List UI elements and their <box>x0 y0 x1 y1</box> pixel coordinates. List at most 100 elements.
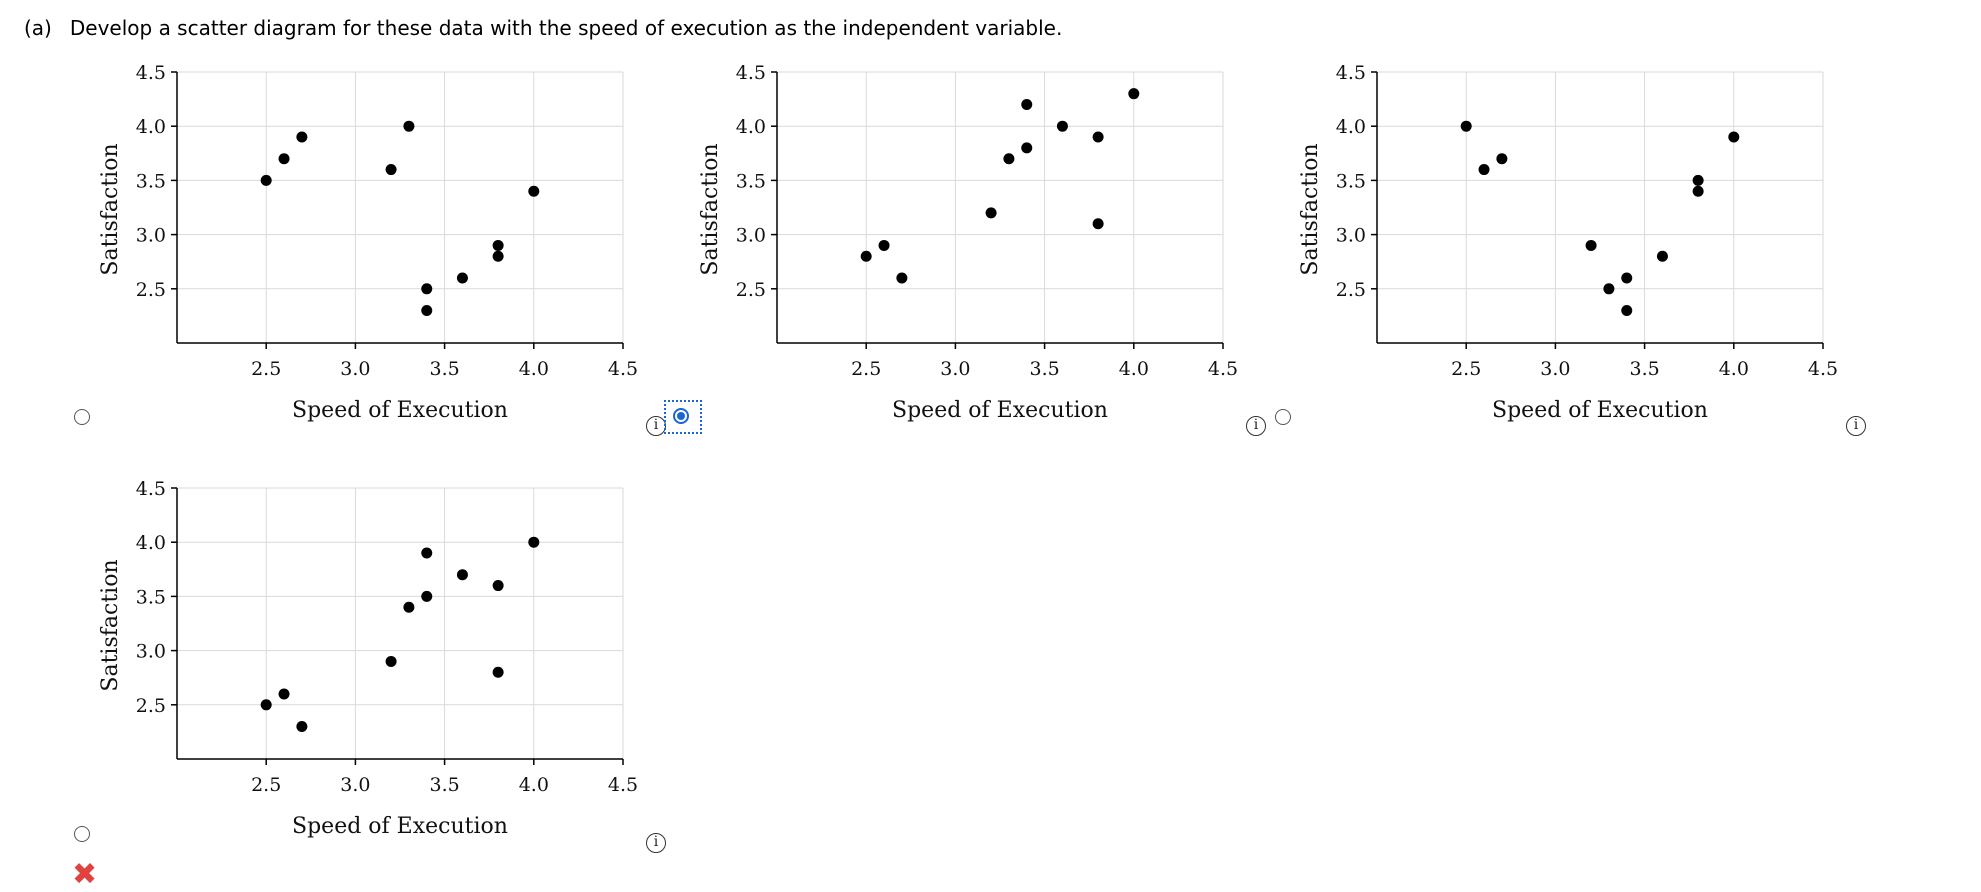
data-point <box>403 601 415 613</box>
data-point <box>1056 120 1068 132</box>
data-point <box>1021 142 1033 154</box>
x-tick-label: 4.5 <box>608 358 638 380</box>
question-text: Develop a scatter diagram for these data… <box>69 16 1063 40</box>
data-point <box>421 590 433 602</box>
question-part-label: (a) <box>24 16 52 40</box>
y-tick-label: 3.5 <box>1336 170 1366 192</box>
y-tick-label: 2.5 <box>136 695 166 717</box>
y-tick-label: 4.0 <box>736 116 766 138</box>
option-4-radio[interactable] <box>74 826 90 842</box>
option-3-info-icon[interactable]: i <box>1846 416 1866 436</box>
data-point <box>456 569 468 581</box>
x-tick-label: 3.0 <box>340 774 370 796</box>
data-point <box>1092 131 1104 143</box>
option-4-info-icon[interactable]: i <box>646 833 666 853</box>
y-tick-label: 4.5 <box>136 478 166 500</box>
x-tick-label: 4.5 <box>1808 358 1838 380</box>
data-point <box>1692 174 1704 186</box>
y-axis-title: Satisfaction <box>698 143 723 275</box>
x-tick-label: 3.5 <box>429 774 459 796</box>
data-point <box>492 580 504 592</box>
y-tick-label: 4.0 <box>136 532 166 554</box>
scatter-chart-option-2: 2.5 3.0 3.5 4.0 4.5 2.5 3.0 3.5 4.0 4.5 Speed of E… <box>698 62 1238 423</box>
data-point <box>1728 131 1740 143</box>
option-2-info-icon[interactable]: i <box>1246 416 1266 436</box>
data-point <box>1692 185 1704 197</box>
data-point <box>403 120 415 132</box>
y-tick-label: 4.5 <box>136 62 166 84</box>
data-point <box>1621 272 1633 284</box>
data-point <box>385 655 397 667</box>
y-axis-title: Satisfaction <box>1298 143 1323 275</box>
data-point <box>528 536 540 548</box>
data-point <box>1496 153 1508 165</box>
x-tick-label: 4.0 <box>519 358 549 380</box>
x-tick-label: 4.5 <box>608 774 638 796</box>
x-axis-title: Speed of Execution <box>1492 398 1708 423</box>
x-tick-label: 3.0 <box>1540 358 1570 380</box>
y-tick-label: 2.5 <box>1336 279 1366 301</box>
x-tick-label: 3.5 <box>1629 358 1659 380</box>
y-tick-label: 3.5 <box>136 170 166 192</box>
data-point <box>492 666 504 678</box>
y-axis-title: Satisfaction <box>98 143 123 275</box>
x-tick-label: 4.5 <box>1208 358 1238 380</box>
data-point <box>1092 218 1104 230</box>
y-tick-label: 3.0 <box>136 641 166 663</box>
option-2-focus-ring <box>664 400 702 434</box>
x-tick-label: 2.5 <box>851 358 881 380</box>
question-prompt: (a) Develop a scatter diagram for these d… <box>24 16 1062 40</box>
x-axis-title: Speed of Execution <box>292 398 508 423</box>
option-2-radio[interactable] <box>673 408 689 424</box>
y-tick-label: 4.0 <box>136 116 166 138</box>
y-tick-label: 3.5 <box>136 586 166 608</box>
data-point <box>1460 120 1472 132</box>
x-axis-title: Speed of Execution <box>892 398 1108 423</box>
data-point <box>421 304 433 316</box>
option-3-radio[interactable] <box>1275 409 1291 425</box>
x-tick-label: 3.0 <box>940 358 970 380</box>
x-tick-label: 4.0 <box>519 774 549 796</box>
y-tick-label: 4.0 <box>1336 116 1366 138</box>
data-point <box>492 250 504 262</box>
y-tick-label: 4.5 <box>736 62 766 84</box>
data-point <box>860 250 872 262</box>
data-point <box>1621 304 1633 316</box>
data-point <box>1603 283 1615 295</box>
y-tick-label: 3.0 <box>736 225 766 247</box>
data-point <box>528 185 540 197</box>
x-tick-label: 3.5 <box>429 358 459 380</box>
option-1-info-icon[interactable]: i <box>646 416 666 436</box>
data-point <box>260 699 272 711</box>
option-1-radio[interactable] <box>74 409 90 425</box>
y-tick-label: 3.5 <box>736 170 766 192</box>
x-tick-label: 2.5 <box>1451 358 1481 380</box>
data-point <box>492 239 504 251</box>
x-tick-label: 4.0 <box>1719 358 1749 380</box>
data-point <box>878 239 890 251</box>
data-point <box>385 164 397 176</box>
data-point <box>421 283 433 295</box>
y-tick-label: 3.0 <box>1336 225 1366 247</box>
x-tick-label: 4.0 <box>1119 358 1149 380</box>
data-point <box>278 153 290 165</box>
wrong-answer-x-icon: ✖ <box>72 857 98 892</box>
data-point <box>985 207 997 219</box>
x-tick-label: 2.5 <box>251 358 281 380</box>
x-tick-label: 3.5 <box>1029 358 1059 380</box>
y-tick-label: 2.5 <box>736 279 766 301</box>
x-tick-label: 3.0 <box>340 358 370 380</box>
data-point <box>421 547 433 559</box>
data-point <box>456 272 468 284</box>
x-axis-title: Speed of Execution <box>292 814 508 839</box>
data-point <box>296 720 308 732</box>
data-point <box>896 272 908 284</box>
x-tick-label: 2.5 <box>251 774 281 796</box>
data-point <box>1021 99 1033 111</box>
data-point <box>278 688 290 700</box>
data-point <box>1003 153 1015 165</box>
y-tick-label: 2.5 <box>136 279 166 301</box>
scatter-chart-option-1: 2.5 3.0 3.5 4.0 4.5 2.5 3.0 3.5 4.0 4.5 Speed of E… <box>98 62 638 423</box>
data-point <box>1478 164 1490 176</box>
y-tick-label: 3.0 <box>136 225 166 247</box>
